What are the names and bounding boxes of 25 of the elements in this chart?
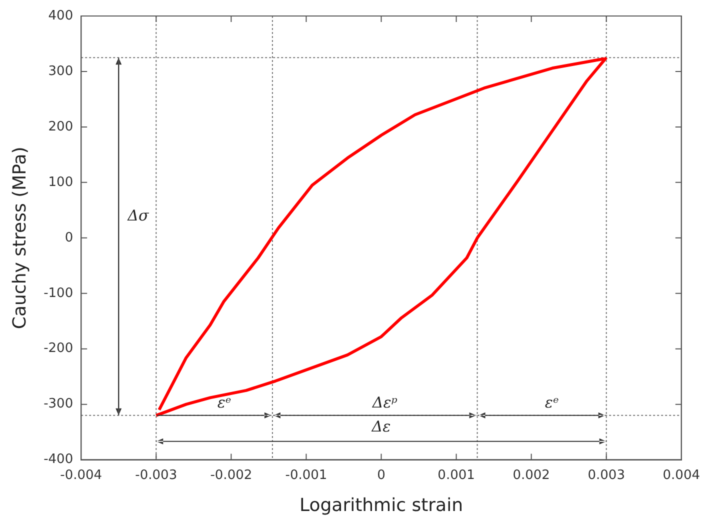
annotation: Δε [370, 417, 391, 436]
x-tick-label: -0.003 [135, 468, 178, 483]
y-tick-label: 0 [64, 230, 74, 246]
x-tick-label: 0.003 [588, 468, 625, 483]
y-axis-title: Cauchy stress (MPa) [9, 146, 30, 330]
y-tick-label: 400 [48, 8, 74, 24]
y-tick-label: 300 [48, 64, 74, 79]
y-tick-label: -100 [44, 286, 74, 301]
x-tick-label: 0.001 [438, 468, 475, 483]
x-tick-label: 0.004 [662, 468, 700, 483]
x-tick-label: 0.002 [512, 468, 550, 483]
y-tick-label: -200 [44, 341, 74, 356]
x-tick-label: 0 [377, 468, 386, 483]
annotation: Δεᵖ [371, 393, 398, 412]
y-tick-label: 200 [48, 119, 74, 134]
annotation: Δσ [126, 206, 150, 224]
x-tick-label: -0.002 [210, 468, 252, 483]
x-tick-label: -0.001 [285, 468, 328, 483]
x-tick-label: -0.004 [60, 468, 102, 483]
y-tick-label: -400 [44, 452, 74, 468]
y-tick-label: 100 [48, 174, 74, 190]
y-tick-label: -300 [44, 396, 74, 412]
annotation: εᵉ [544, 393, 559, 412]
annotation: εᵉ [217, 393, 232, 412]
x-axis-title: Logarithmic strain [300, 494, 463, 516]
